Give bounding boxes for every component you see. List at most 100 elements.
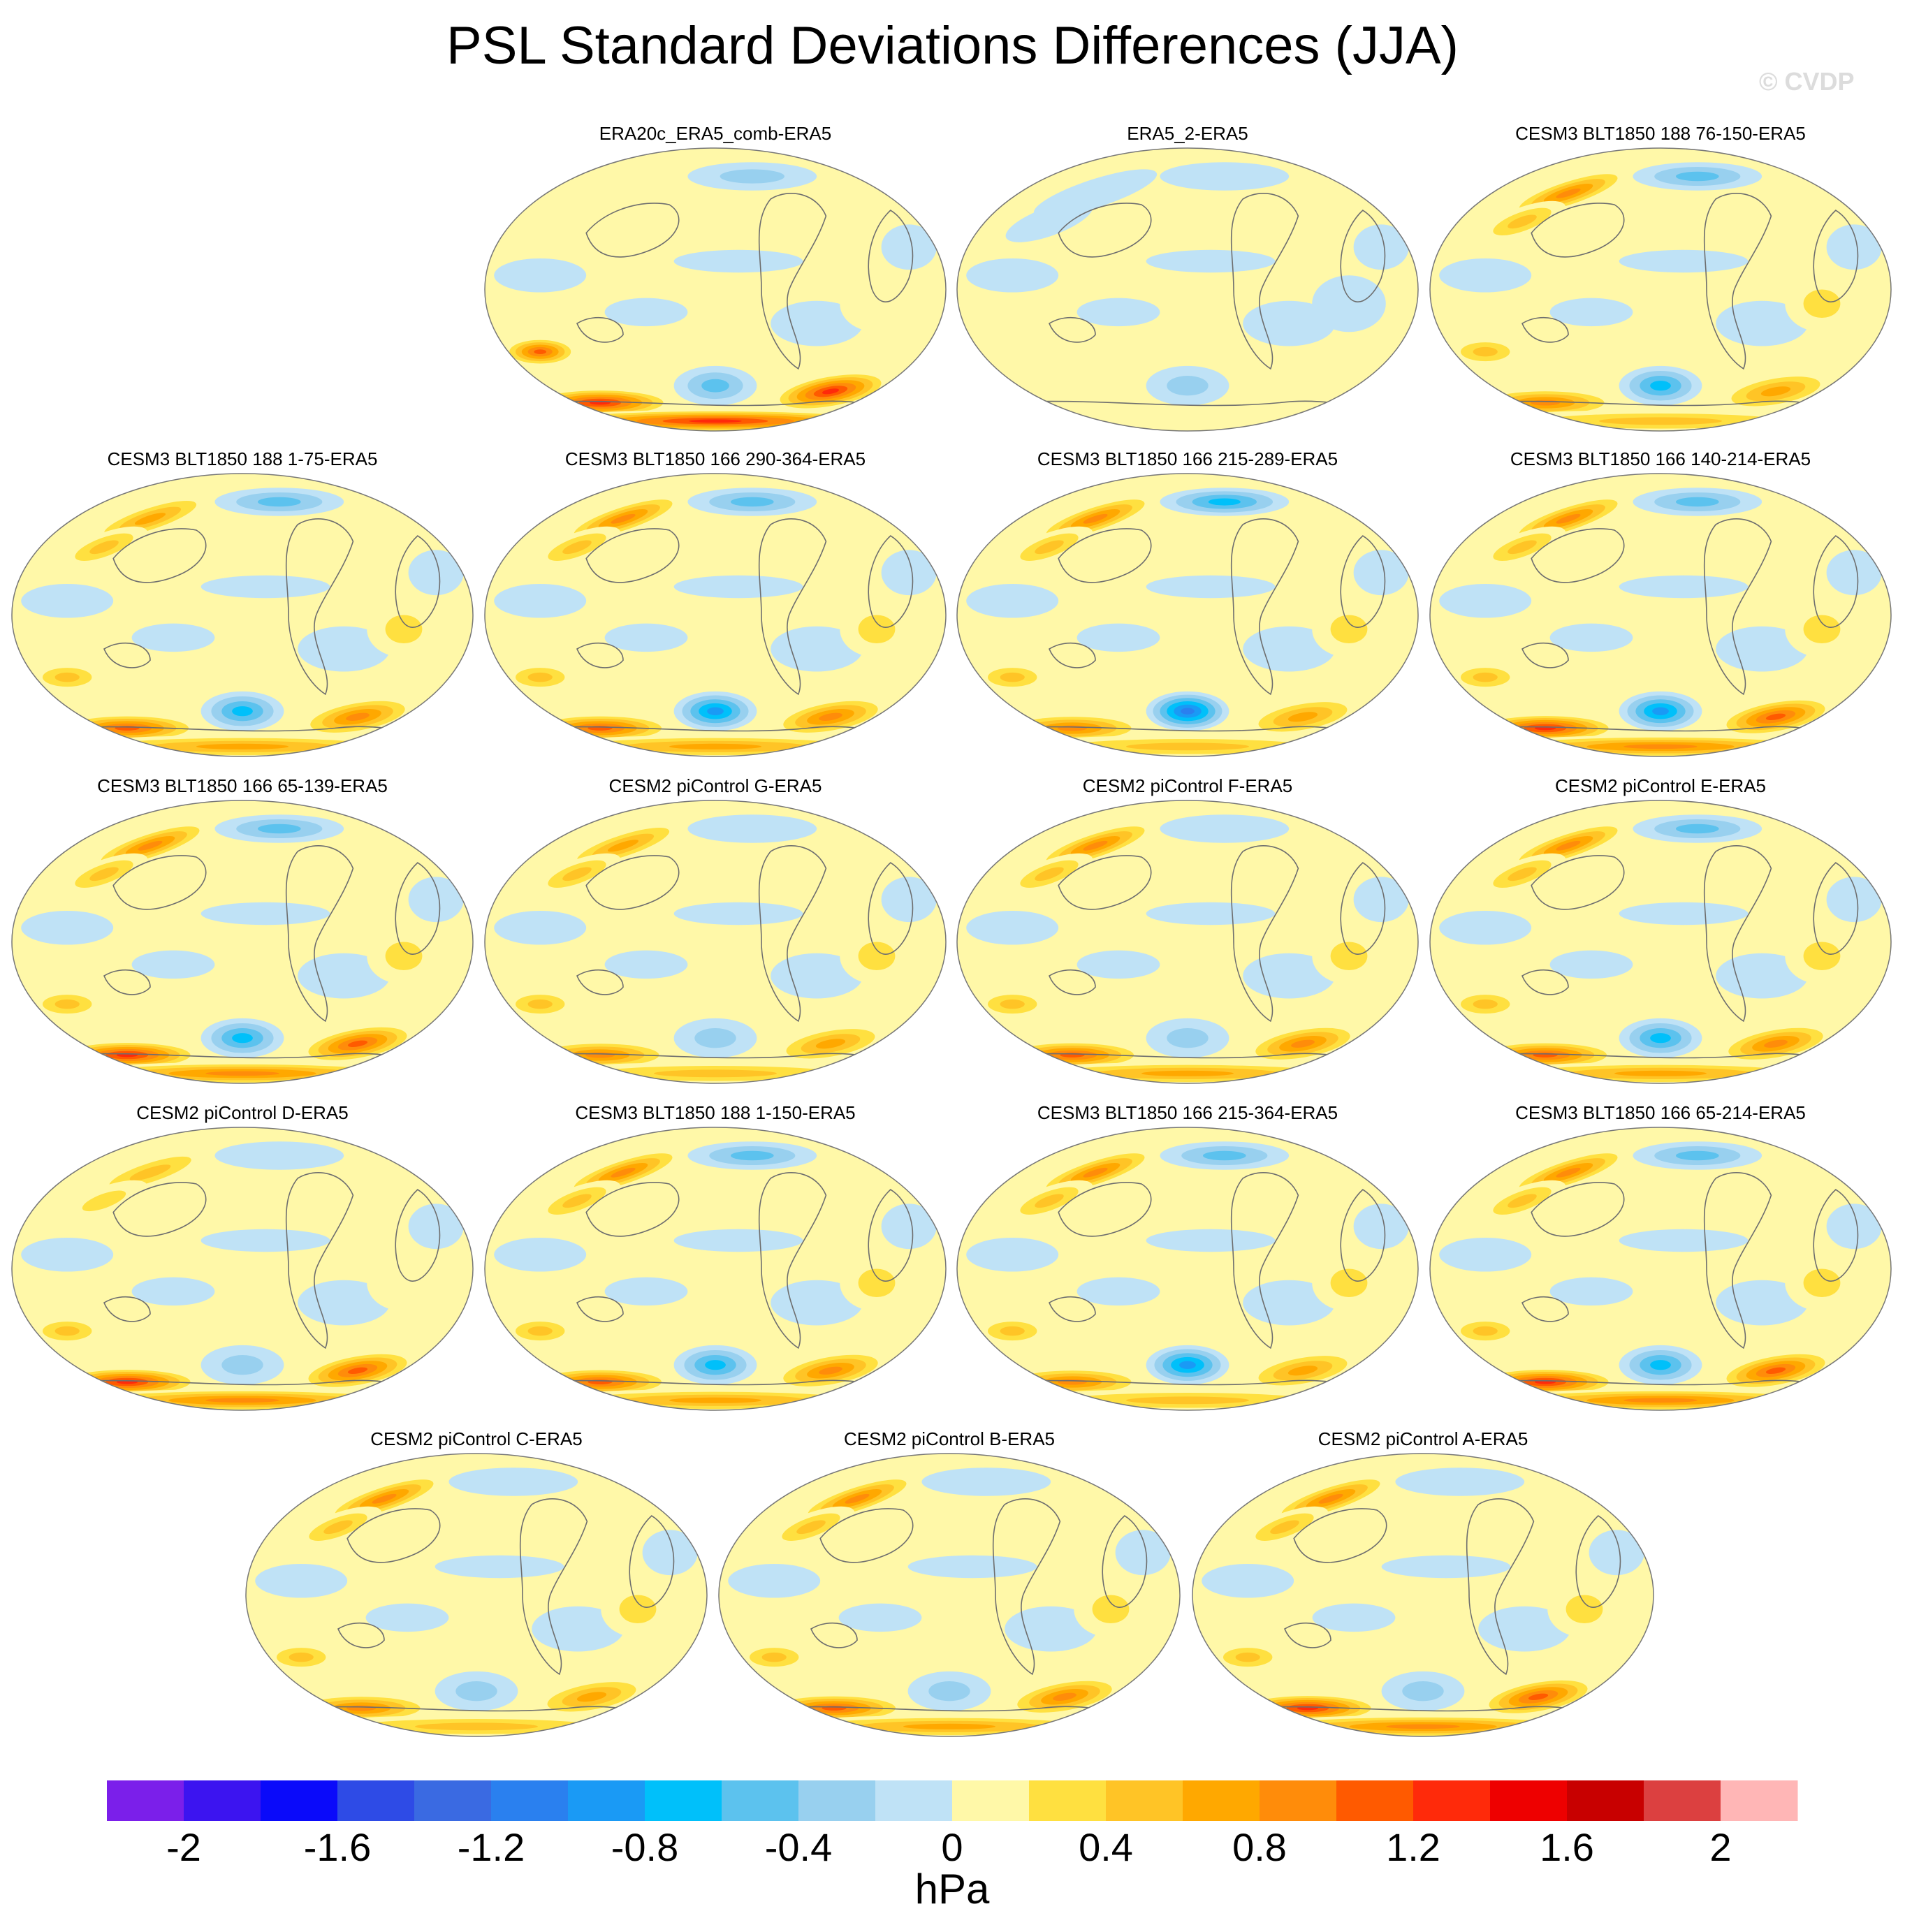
anomaly-patch xyxy=(838,1603,922,1632)
anomaly-contour xyxy=(415,1722,538,1731)
anomaly-patch xyxy=(1146,902,1276,925)
anomaly-contour xyxy=(346,712,370,721)
coastline xyxy=(585,203,680,258)
anomaly-contour xyxy=(1614,1070,1707,1076)
anomaly-contour xyxy=(1556,1167,1581,1178)
anomaly-patch xyxy=(604,950,688,979)
coastline xyxy=(1049,969,1096,995)
anomaly-contour xyxy=(1126,1396,1249,1405)
anomaly-patch xyxy=(1353,1203,1409,1250)
anomaly-contour xyxy=(1676,497,1719,507)
anomaly-contour xyxy=(921,1468,1051,1496)
map-outline xyxy=(956,1127,1419,1411)
anomaly-contour xyxy=(562,540,592,555)
anomaly-contour xyxy=(1179,1361,1196,1369)
panel-title: CESM3 BLT1850 166 290-364-ERA5 xyxy=(564,448,866,469)
panel-title: CESM2 piControl F-ERA5 xyxy=(1082,775,1293,796)
map-panel xyxy=(12,474,473,756)
anomaly-contour xyxy=(1473,1326,1498,1336)
anomaly-contour xyxy=(858,1268,896,1297)
anomaly-contour xyxy=(1005,200,1093,242)
anomaly-patch xyxy=(494,1237,587,1272)
anomaly-contour xyxy=(1160,162,1290,191)
map-outline xyxy=(1192,1453,1654,1737)
anomaly-contour xyxy=(1508,540,1537,555)
coastline xyxy=(1340,1189,1386,1282)
anomaly-contour xyxy=(731,1150,774,1161)
cvdp-watermark: © CVDP xyxy=(1759,67,1855,96)
anomaly-contour xyxy=(619,1595,657,1623)
anomaly-patch xyxy=(1076,623,1160,652)
coastline xyxy=(576,969,624,995)
anomaly-patch xyxy=(881,224,937,270)
anomaly-patch xyxy=(255,1563,348,1598)
anomaly-patch xyxy=(771,1280,863,1326)
coastline xyxy=(810,1623,858,1648)
anomaly-patch xyxy=(771,626,863,672)
anomaly-patch xyxy=(1076,1277,1160,1306)
anomaly-patch xyxy=(673,902,803,925)
map-panel xyxy=(957,474,1418,756)
anomaly-contour xyxy=(54,672,80,682)
coastline xyxy=(103,1296,151,1322)
anomaly-patch xyxy=(494,583,587,618)
map-panel xyxy=(957,800,1418,1083)
anomaly-contour xyxy=(54,1326,80,1336)
anomaly-contour xyxy=(1652,707,1669,715)
anomaly-contour xyxy=(1057,725,1088,731)
anomaly-contour xyxy=(819,712,842,721)
anomaly-contour xyxy=(819,1366,842,1375)
coastline xyxy=(868,535,914,628)
colorbar-swatch xyxy=(337,1780,415,1821)
coastline xyxy=(395,535,441,628)
anomaly-patch xyxy=(532,1606,625,1652)
colorbar-swatch xyxy=(722,1780,799,1821)
anomaly-contour xyxy=(82,1190,126,1212)
anomaly-contour xyxy=(607,840,639,852)
colorbar-tick-label: 2 xyxy=(1709,1825,1732,1869)
anomaly-patch xyxy=(200,1229,330,1252)
anomaly-contour xyxy=(845,1493,870,1504)
anomaly-patch xyxy=(21,1237,114,1272)
colorbar-swatch xyxy=(261,1780,338,1821)
colorbar-swatch xyxy=(1183,1780,1260,1821)
anomaly-patch xyxy=(1619,902,1749,925)
anomaly-contour xyxy=(1676,824,1719,834)
anomaly-contour xyxy=(214,1141,344,1170)
coastline xyxy=(585,528,680,583)
anomaly-contour xyxy=(258,497,301,507)
map-outline xyxy=(11,473,474,757)
anomaly-contour xyxy=(701,379,729,393)
colorbar-swatch xyxy=(1721,1780,1798,1821)
panel-title: CESM3 BLT1850 188 1-150-ERA5 xyxy=(575,1102,856,1123)
map-outline xyxy=(484,473,947,757)
anomaly-patch xyxy=(1439,1237,1532,1272)
colorbar-tick-label: 0 xyxy=(941,1825,963,1869)
coastline xyxy=(629,1515,675,1608)
anomaly-patch xyxy=(1243,953,1336,999)
anomaly-contour xyxy=(1508,1194,1537,1208)
anomaly-patch xyxy=(1439,583,1532,618)
colorbar-swatch xyxy=(1567,1780,1644,1821)
map-outline xyxy=(11,800,474,1084)
coastline xyxy=(337,1623,385,1648)
coastline xyxy=(1340,862,1386,955)
coastline xyxy=(346,1508,441,1563)
colorbar-tick-label: 1.6 xyxy=(1540,1825,1594,1869)
anomaly-contour xyxy=(669,743,761,749)
colorbar-swatch xyxy=(184,1780,261,1821)
anomaly-patch xyxy=(642,1530,698,1576)
anomaly-patch xyxy=(1619,1229,1749,1252)
panel-title: CESM3 BLT1850 166 140-214-ERA5 xyxy=(1510,448,1811,469)
coastline xyxy=(585,855,680,910)
anomaly-contour xyxy=(1530,400,1561,406)
coastline xyxy=(1521,969,1569,995)
anomaly-patch xyxy=(1716,1280,1809,1326)
colorbar-tick-label: -2 xyxy=(166,1825,201,1869)
anomaly-patch xyxy=(1076,950,1160,979)
anomaly-contour xyxy=(138,840,163,851)
coastline xyxy=(112,855,207,910)
anomaly-patch xyxy=(131,623,215,652)
panel-title: CESM2 piControl C-ERA5 xyxy=(370,1428,583,1449)
